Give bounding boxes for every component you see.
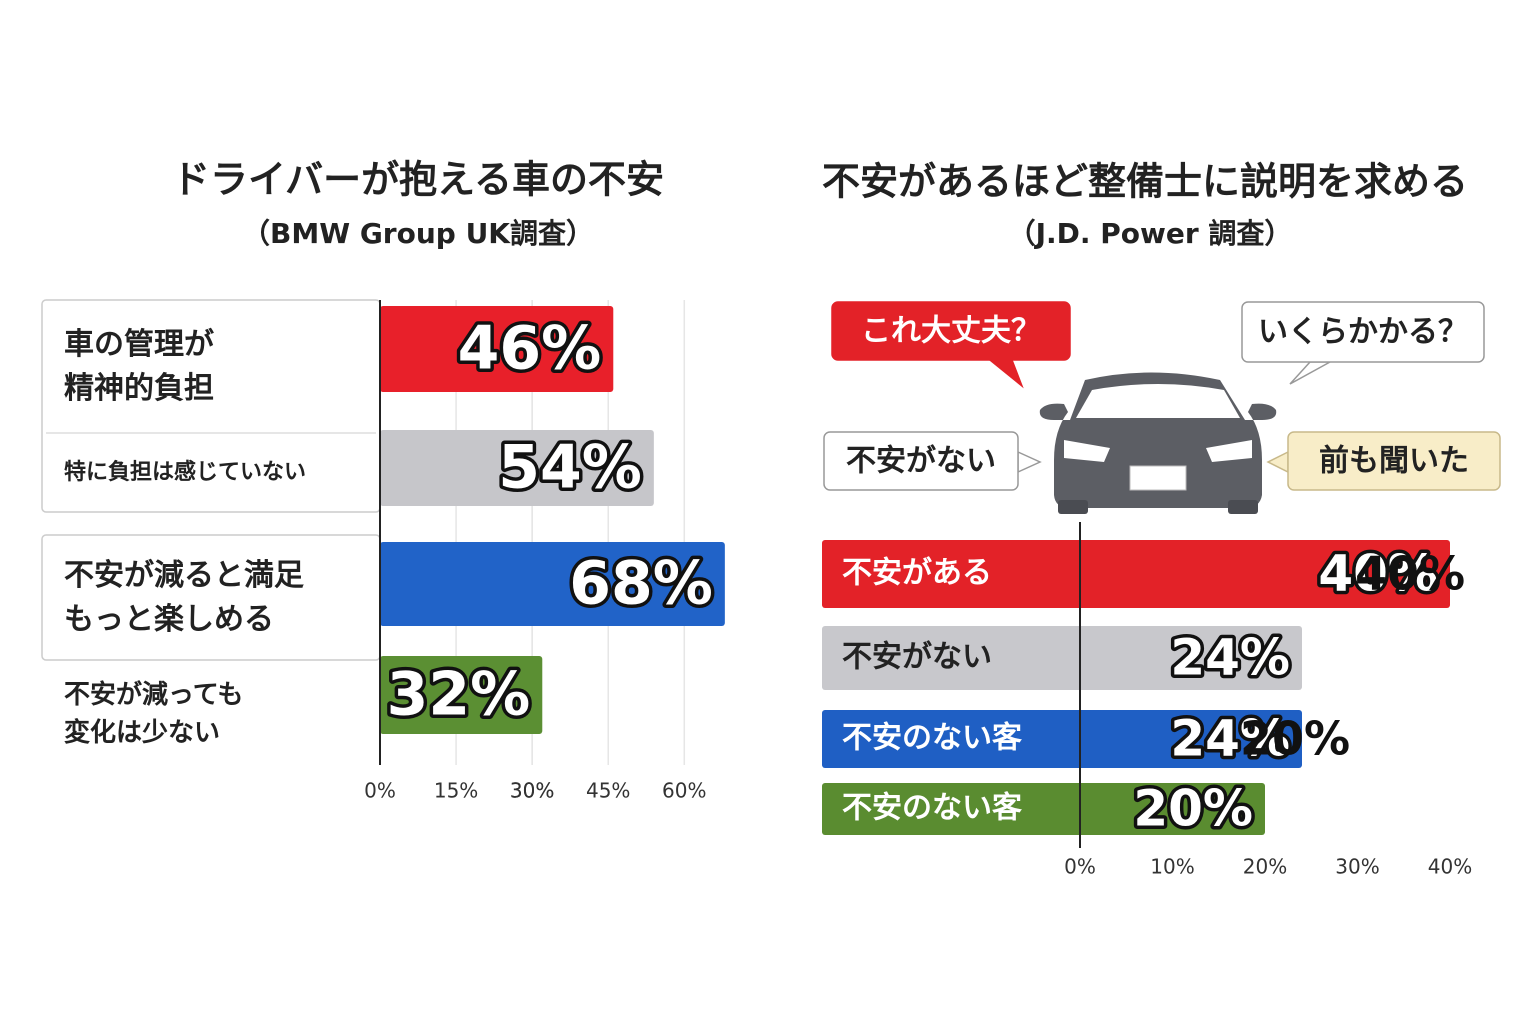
category-label: 不安のない客 xyxy=(842,791,1022,826)
x-tick-label: 10% xyxy=(1150,855,1194,879)
value-label: 40% xyxy=(1318,545,1438,603)
x-tick-label: 45% xyxy=(586,779,630,803)
x-tick-label: 0% xyxy=(1064,855,1096,879)
annotation: 40% xyxy=(1355,547,1465,601)
category-label: 車の管理が 精神的負担 xyxy=(64,327,214,406)
bar xyxy=(380,656,543,734)
x-tick-label: 20% xyxy=(1243,855,1287,879)
x-tick-label: 30% xyxy=(1335,855,1379,879)
chart-subtitle: （BMW Group UK調査） xyxy=(242,217,594,250)
value-label: 20% xyxy=(1133,780,1253,838)
x-tick-label: 40% xyxy=(1428,855,1472,879)
x-tick-label: 30% xyxy=(510,779,554,803)
value-label: 32% xyxy=(387,660,531,730)
category-label: 不安がない xyxy=(842,640,992,675)
chart-title: ドライバーが抱える車の不安 xyxy=(172,158,664,202)
annotation: 20% xyxy=(1240,712,1350,766)
x-tick-label: 0% xyxy=(364,779,396,803)
bar xyxy=(380,542,725,626)
bubble-text: 不安がない xyxy=(846,444,996,479)
value-label: 24% xyxy=(1170,629,1290,687)
x-tick-label: 60% xyxy=(662,779,706,803)
car-icon xyxy=(1039,372,1277,514)
speech-bubble xyxy=(823,431,1019,491)
x-tick-label: 30% xyxy=(510,779,554,803)
bar xyxy=(822,710,1302,768)
bubble-text: これ大丈夫？ xyxy=(861,314,1041,349)
category-label: 特に負担は感じていない xyxy=(64,459,307,485)
bubble-text: いくらかかる？ xyxy=(1258,315,1468,350)
category-label: 不安が減ると満足 もっと楽しめる xyxy=(64,558,304,637)
chart-title: 不安があるほど整備士に説明を求める xyxy=(822,160,1468,204)
bar xyxy=(822,626,1302,690)
speech-bubble xyxy=(831,301,1071,361)
bubble-tail xyxy=(1017,450,1042,474)
x-tick-label: 15% xyxy=(434,779,478,803)
category-label: 不安のない客 xyxy=(842,721,1022,756)
value-label: 68% xyxy=(569,549,713,619)
category-label: 不安がある xyxy=(842,556,992,591)
speech-bubble xyxy=(1241,301,1485,363)
bubble-tail xyxy=(987,359,1024,389)
bubble-tail xyxy=(1266,450,1289,474)
bar xyxy=(380,430,654,506)
bubble-text: 前も聞いた xyxy=(1319,444,1469,479)
value-label: 46% xyxy=(458,314,602,384)
bar xyxy=(822,783,1265,835)
value-label: 24% xyxy=(1170,710,1290,768)
category-label: 不安が減っても 変化は少ない xyxy=(64,680,244,748)
bar xyxy=(822,540,1450,608)
speech-bubble xyxy=(1287,431,1501,491)
bar xyxy=(380,306,614,392)
value-label: 54% xyxy=(498,433,642,503)
bubble-tail xyxy=(1289,361,1331,385)
chart-subtitle: （J.D. Power 調査） xyxy=(1008,217,1293,250)
